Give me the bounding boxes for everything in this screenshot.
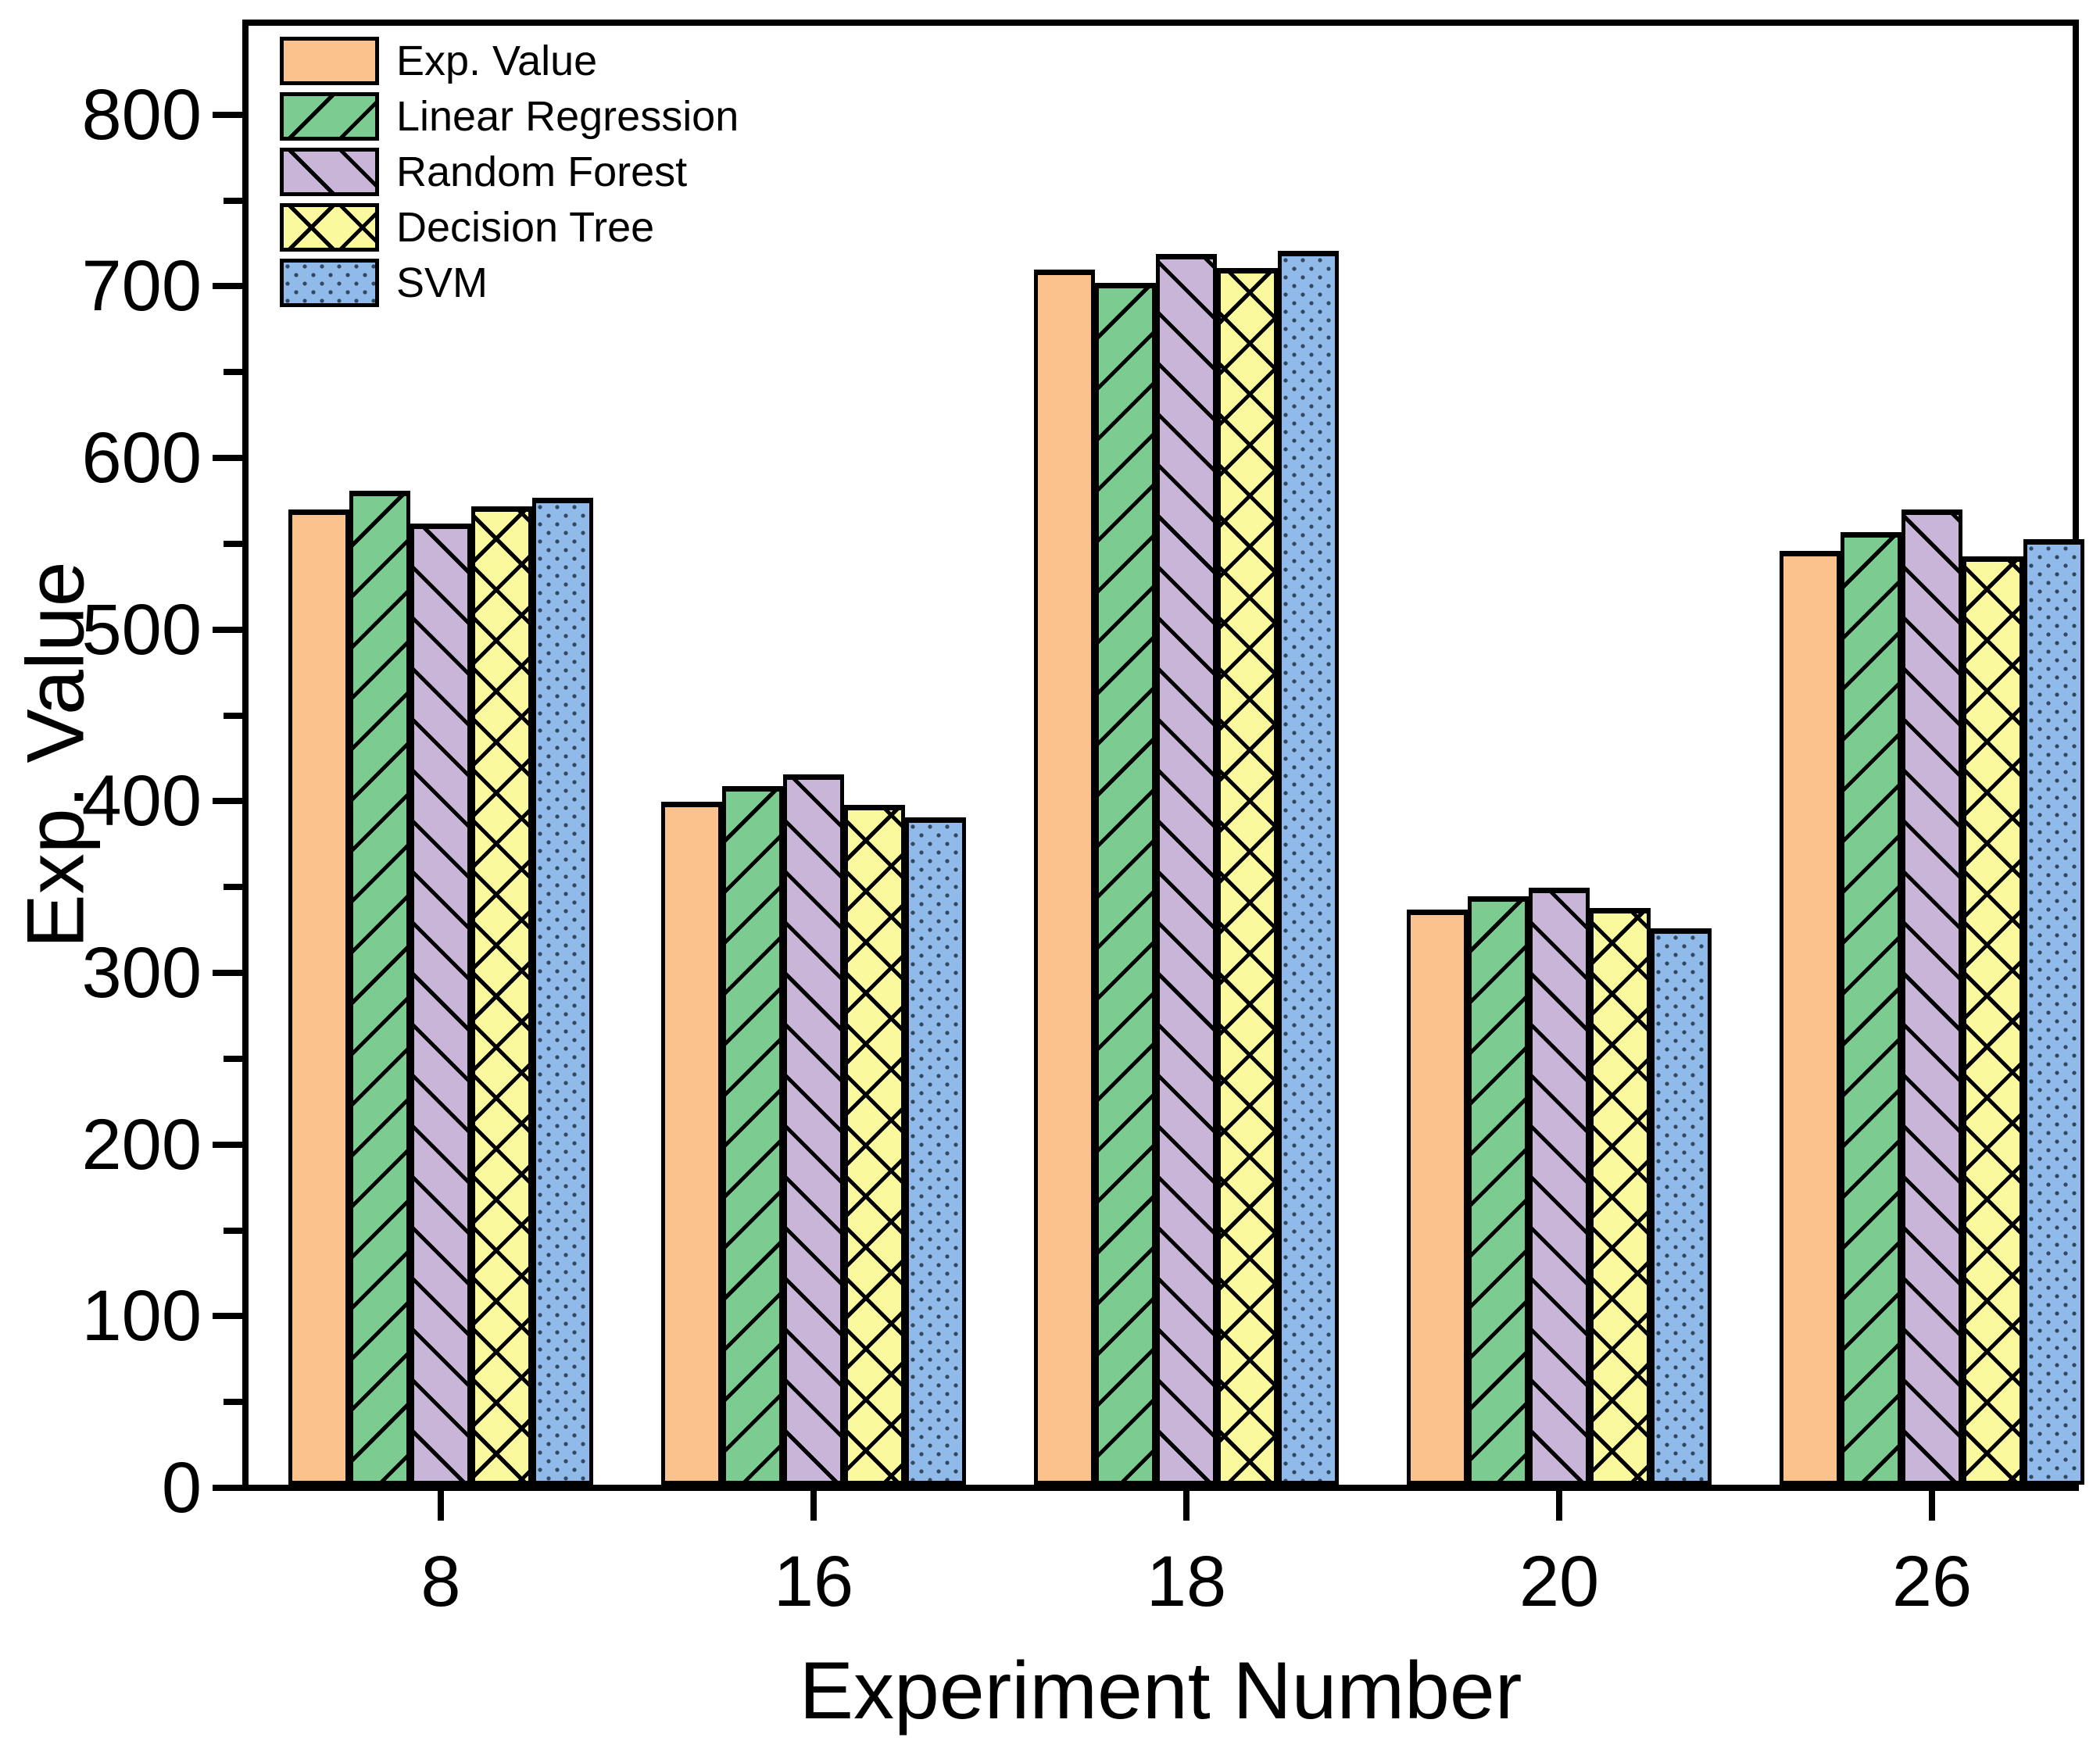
bar-20-decision-tree bbox=[1590, 908, 1651, 1485]
bar-18-random-forest bbox=[1156, 254, 1217, 1485]
y-tick-label: 500 bbox=[81, 589, 202, 670]
legend-item: Decision Tree bbox=[280, 203, 739, 252]
x-tick bbox=[1556, 1491, 1562, 1521]
x-tick-label: 18 bbox=[1146, 1542, 1227, 1621]
y-tick-label: 800 bbox=[81, 74, 202, 155]
bar-20-linear-regression bbox=[1468, 896, 1529, 1485]
y-minor-tick bbox=[224, 1399, 242, 1406]
bar-18-svm bbox=[1278, 251, 1339, 1485]
y-tick-label: 200 bbox=[81, 1104, 202, 1185]
y-major-tick bbox=[213, 798, 242, 805]
legend-label: Decision Tree bbox=[396, 204, 655, 251]
y-major-tick bbox=[213, 626, 242, 633]
bar-26-decision-tree bbox=[1962, 556, 2023, 1485]
legend-swatch bbox=[280, 37, 379, 85]
y-tick-label: 600 bbox=[81, 418, 202, 499]
legend-item: Random Forest bbox=[280, 148, 739, 196]
legend: Exp. Value Linear Regression Random Forest… bbox=[280, 37, 739, 307]
y-minor-tick bbox=[224, 540, 242, 547]
y-major-tick bbox=[213, 455, 242, 462]
legend-swatch bbox=[280, 203, 379, 252]
y-major-tick bbox=[213, 970, 242, 977]
legend-swatch bbox=[280, 148, 379, 196]
bar-16-linear-regression bbox=[722, 786, 783, 1485]
legend-label: Exp. Value bbox=[396, 38, 598, 84]
bar-26-exp-value bbox=[1780, 551, 1841, 1485]
legend-label: Random Forest bbox=[396, 148, 688, 195]
x-tick bbox=[1929, 1491, 1935, 1521]
bar-20-random-forest bbox=[1529, 888, 1590, 1485]
y-major-tick bbox=[213, 1313, 242, 1320]
legend-item: Exp. Value bbox=[280, 37, 739, 85]
y-minor-tick bbox=[224, 884, 242, 891]
legend-label: SVM bbox=[396, 259, 488, 306]
y-minor-tick bbox=[224, 1055, 242, 1062]
bar-26-linear-regression bbox=[1841, 532, 1901, 1485]
plot-area: Exp. Value Linear Regression Random Forest… bbox=[82, 20, 2084, 1618]
bar-26-random-forest bbox=[1901, 509, 1962, 1485]
y-tick-label: 700 bbox=[81, 246, 202, 327]
x-tick bbox=[810, 1491, 817, 1521]
y-major-tick bbox=[213, 1485, 242, 1491]
x-tick bbox=[1183, 1491, 1190, 1521]
bar-8-svm bbox=[532, 498, 593, 1485]
bar-16-random-forest bbox=[783, 774, 844, 1485]
x-tick-label: 16 bbox=[773, 1542, 854, 1621]
bar-8-linear-regression bbox=[349, 491, 410, 1485]
y-major-tick bbox=[213, 111, 242, 118]
x-tick bbox=[438, 1491, 444, 1521]
bar-16-svm bbox=[905, 817, 966, 1485]
legend-label: Linear Regression bbox=[396, 93, 739, 140]
x-tick-label: 20 bbox=[1519, 1542, 1600, 1621]
y-tick-label: 100 bbox=[81, 1276, 202, 1357]
bar-26-svm bbox=[2023, 539, 2084, 1485]
legend-item: Linear Regression bbox=[280, 92, 739, 141]
x-tick-label: 26 bbox=[1891, 1542, 1973, 1621]
y-tick-label: 400 bbox=[81, 761, 202, 842]
bar-18-decision-tree bbox=[1217, 268, 1278, 1485]
y-minor-tick bbox=[224, 197, 242, 204]
y-major-tick bbox=[213, 1141, 242, 1148]
bar-8-decision-tree bbox=[471, 506, 532, 1485]
bar-20-exp-value bbox=[1407, 910, 1468, 1485]
bar-18-linear-regression bbox=[1095, 283, 1156, 1485]
x-tick-label: 8 bbox=[420, 1542, 461, 1621]
y-tick-label: 0 bbox=[161, 1448, 202, 1528]
bar-16-exp-value bbox=[661, 802, 722, 1485]
legend-swatch bbox=[280, 92, 379, 141]
bar-8-random-forest bbox=[410, 524, 471, 1485]
bar-8-exp-value bbox=[288, 509, 349, 1485]
y-minor-tick bbox=[224, 1227, 242, 1234]
y-minor-tick bbox=[224, 369, 242, 376]
bar-20-svm bbox=[1651, 928, 1712, 1485]
legend-swatch bbox=[280, 259, 379, 307]
bar-18-exp-value bbox=[1034, 270, 1095, 1485]
y-minor-tick bbox=[224, 712, 242, 719]
x-axis-title: Experiment Number bbox=[799, 1646, 1522, 1736]
bar-16-decision-tree bbox=[844, 805, 905, 1485]
legend-item: SVM bbox=[280, 259, 739, 307]
y-tick-label: 300 bbox=[81, 933, 202, 1013]
y-major-tick bbox=[213, 283, 242, 290]
